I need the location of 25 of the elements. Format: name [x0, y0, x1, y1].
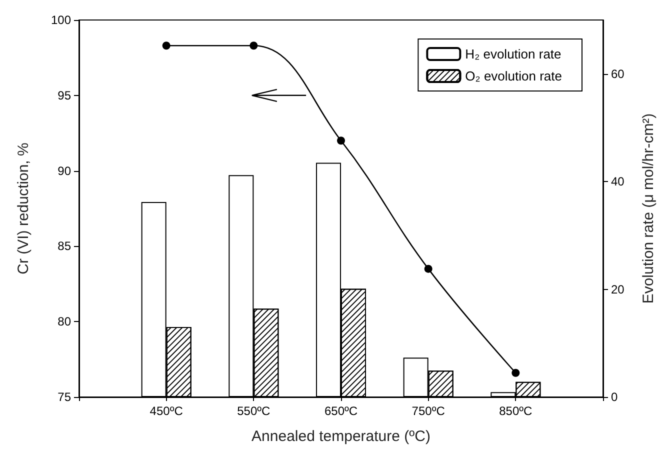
y-tick-label: 95: [58, 88, 72, 102]
x-axis-title: Annealed temperature (ºC): [252, 428, 430, 445]
legend-label: H₂ evolution rate: [465, 46, 562, 62]
x-tick-label: 550ºC: [237, 404, 271, 418]
x-tick-label: 750ºC: [412, 404, 446, 418]
legend-label: O₂ evolution rate: [465, 68, 562, 84]
y2-axis-title: Evolution rate (μ mol/hr-cm²): [640, 113, 657, 304]
y-tick-label: 100: [50, 13, 72, 27]
x-tick-label: 450ºC: [150, 404, 184, 418]
y2-tick-label: 60: [611, 66, 625, 81]
y-tick-label: 80: [58, 314, 72, 329]
point: [250, 42, 258, 50]
y-tick-label: 90: [58, 164, 72, 178]
y-tick-label: 75: [58, 390, 72, 404]
x-tick-label: 850ºC: [499, 404, 533, 418]
y2-tick-label: 0: [611, 390, 618, 404]
y2-tick-label: 20: [611, 282, 625, 296]
y-tick-label: 85: [58, 239, 72, 254]
point: [424, 264, 432, 273]
point: [337, 136, 345, 145]
y-axis-title: Cr (VI) reduction, %: [15, 142, 32, 274]
y2-tick-label: 40: [611, 174, 625, 189]
x-tick-label: 650ºC: [324, 404, 358, 418]
point: [162, 42, 170, 50]
point: [512, 368, 520, 377]
